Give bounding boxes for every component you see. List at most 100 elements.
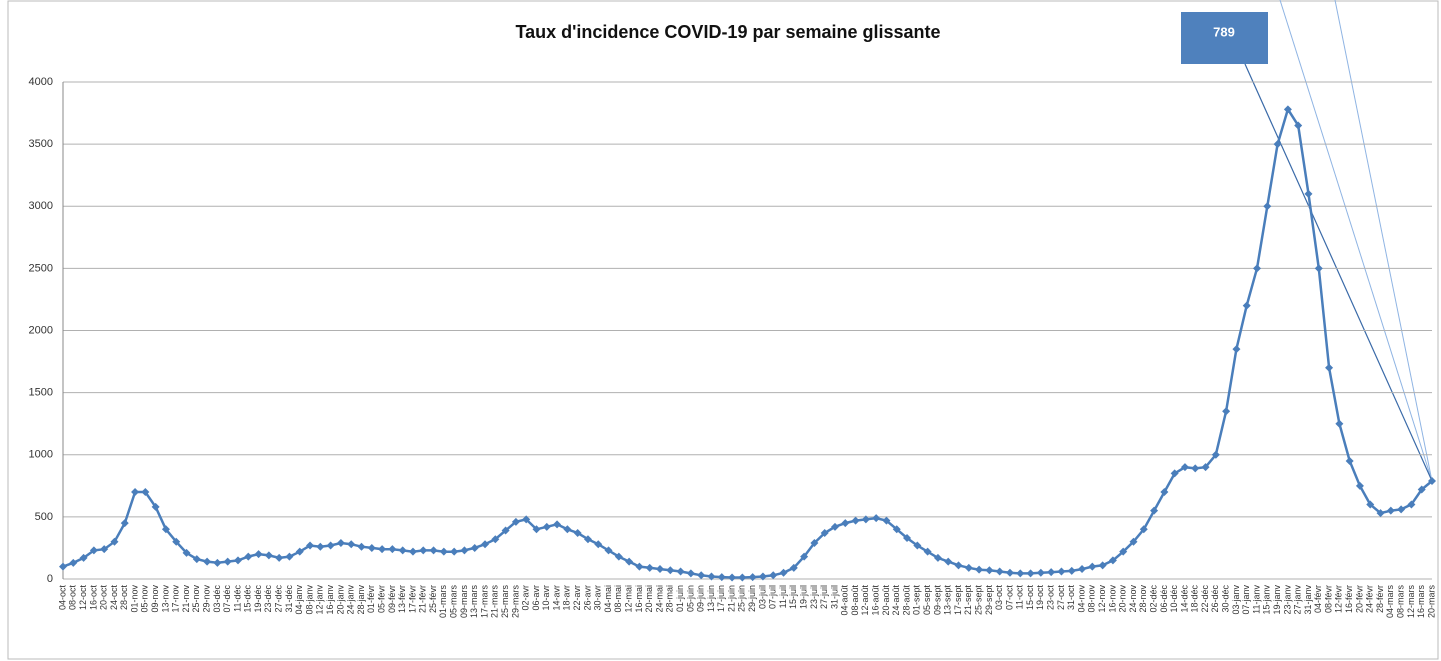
x-tick-label: 12-mai xyxy=(624,585,634,613)
point-marker xyxy=(357,542,366,551)
callout-line xyxy=(1334,0,1433,482)
y-tick-label: 3000 xyxy=(29,200,53,212)
x-tick-label: 01-sept xyxy=(912,585,922,616)
x-tick-label: 31-juil xyxy=(829,585,839,609)
point-marker xyxy=(532,525,541,534)
x-tick-label: 23-déc xyxy=(263,585,273,613)
x-tick-label: 13-nov xyxy=(160,585,170,613)
x-tick-label: 03-oct xyxy=(994,585,1004,611)
x-tick-label: 20-janv xyxy=(335,585,345,615)
point-marker xyxy=(800,552,809,561)
x-tick-label: 28-août xyxy=(901,585,911,616)
x-tick-label: 15-juil xyxy=(788,585,798,609)
annotation-box xyxy=(1181,12,1268,64)
x-tick-label: 03-juil xyxy=(757,585,767,609)
point-marker xyxy=(686,569,695,578)
point-marker xyxy=(182,548,191,557)
point-marker xyxy=(1150,506,1159,515)
point-marker xyxy=(460,546,469,555)
point-marker xyxy=(1078,565,1087,574)
point-marker xyxy=(573,529,582,538)
point-marker xyxy=(100,545,109,554)
x-tick-label: 09-mars xyxy=(459,585,469,619)
x-tick-label: 08-mai xyxy=(613,585,623,613)
point-marker xyxy=(789,563,798,572)
x-tick-label: 11-juil xyxy=(778,585,788,608)
x-tick-label: 17-sept xyxy=(953,585,963,616)
point-marker xyxy=(975,565,984,574)
x-tick-label: 04-mai xyxy=(603,585,613,613)
x-tick-label: 08-janv xyxy=(304,585,314,615)
x-tick-label: 13-févr xyxy=(397,585,407,613)
x-tick-label: 20-févr xyxy=(1354,585,1364,613)
callout-line xyxy=(1244,63,1433,482)
point-marker xyxy=(985,566,994,575)
y-tick-label: 3500 xyxy=(29,138,53,150)
point-marker xyxy=(316,542,325,551)
y-tick-label: 0 xyxy=(47,573,53,585)
x-tick-label: 03-déc xyxy=(212,585,222,613)
y-tick-label: 2000 xyxy=(29,324,53,336)
point-marker xyxy=(913,541,922,550)
y-tick-label: 4000 xyxy=(29,76,53,88)
point-marker xyxy=(233,556,242,565)
x-tick-label: 01-févr xyxy=(366,585,376,613)
point-marker xyxy=(1129,537,1138,546)
x-tick-label: 17-juin xyxy=(716,585,726,612)
x-tick-label: 23-juil xyxy=(809,585,819,609)
point-marker xyxy=(1283,105,1292,114)
point-marker xyxy=(1036,568,1045,577)
x-tick-label: 15-janv xyxy=(1262,585,1272,615)
x-tick-label: 25-mars xyxy=(500,585,510,619)
x-tick-label: 16-août xyxy=(871,585,881,616)
point-marker xyxy=(717,573,726,582)
point-marker xyxy=(841,519,850,528)
x-tick-label: 29-nov xyxy=(201,585,211,613)
x-tick-label: 23-janv xyxy=(1282,585,1292,615)
annotation: 789 xyxy=(1213,24,1235,39)
x-tick-label: 08-mars xyxy=(1395,585,1405,619)
x-tick-label: 13-sept xyxy=(943,585,953,616)
point-marker xyxy=(89,546,98,555)
point-marker xyxy=(254,550,263,559)
point-marker xyxy=(336,538,345,547)
point-marker xyxy=(1345,456,1354,465)
x-tick-label: 23-oct xyxy=(1046,585,1056,611)
x-tick-label: 30-déc xyxy=(1221,585,1231,613)
x-tick-label: 26-avr xyxy=(582,585,592,611)
x-tick-label: 18-avr xyxy=(562,585,572,611)
point-marker xyxy=(1098,561,1107,570)
x-tick-label: 24-août xyxy=(891,585,901,616)
x-tick-label: 27-janv xyxy=(1293,585,1303,615)
x-tick-label: 08-août xyxy=(850,585,860,616)
x-tick-label: 17-févr xyxy=(407,585,417,613)
point-marker xyxy=(408,547,417,556)
point-marker xyxy=(728,573,737,582)
x-tick-label: 07-déc xyxy=(222,585,232,613)
point-marker xyxy=(264,551,273,560)
x-tick-label: 25-nov xyxy=(191,585,201,613)
x-tick-label: 21-févr xyxy=(418,585,428,613)
x-tick-label: 24-oct xyxy=(109,585,119,611)
point-marker xyxy=(213,558,222,567)
point-marker xyxy=(244,552,253,561)
point-marker xyxy=(1294,121,1303,130)
point-marker xyxy=(1253,264,1262,273)
point-marker xyxy=(1386,506,1395,515)
x-tick-label: 17-mars xyxy=(479,585,489,619)
point-marker xyxy=(419,546,428,555)
point-marker xyxy=(491,535,500,544)
point-marker xyxy=(563,525,572,534)
point-marker xyxy=(1191,464,1200,473)
x-tick-label: 22-déc xyxy=(1200,585,1210,613)
x-tick-label: 19-oct xyxy=(1035,585,1045,611)
x-tick-label: 09-sept xyxy=(932,585,942,616)
point-marker xyxy=(1211,450,1220,459)
point-marker xyxy=(1139,525,1148,534)
point-marker xyxy=(1304,189,1313,198)
y-tick-label: 2500 xyxy=(29,262,53,274)
x-tick-label: 14-avr xyxy=(551,585,561,611)
point-marker xyxy=(944,557,953,566)
x-tick-label: 08-oct xyxy=(68,585,78,611)
x-tick-label: 19-déc xyxy=(253,585,263,613)
